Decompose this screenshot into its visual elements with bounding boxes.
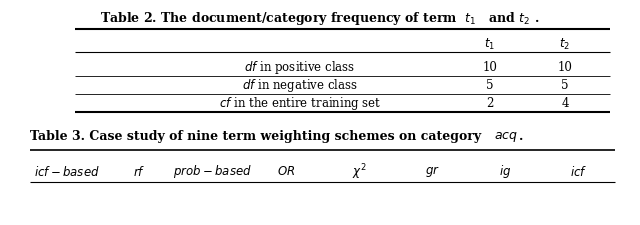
Text: Table 3. Case study of nine term weighting schemes on category: Table 3. Case study of nine term weighti… <box>30 129 486 142</box>
Text: $rf$: $rf$ <box>134 164 146 178</box>
Text: $gr$: $gr$ <box>425 164 440 179</box>
Text: 2: 2 <box>486 97 493 110</box>
Text: $prob-based$: $prob-based$ <box>173 163 252 180</box>
Text: $acq$: $acq$ <box>494 129 518 143</box>
Text: 5: 5 <box>561 79 569 92</box>
Text: 5: 5 <box>486 79 493 92</box>
Text: $t_2$: $t_2$ <box>559 36 570 51</box>
Text: $\chi^2$: $\chi^2$ <box>352 162 366 181</box>
Text: $icf$: $icf$ <box>570 164 587 178</box>
Text: $icf-based$: $icf-based$ <box>34 164 99 178</box>
Text: .: . <box>519 129 524 142</box>
Text: $OR$: $OR$ <box>276 165 295 178</box>
Text: 10: 10 <box>557 61 572 74</box>
Text: $cf$ in the entire training set: $cf$ in the entire training set <box>219 95 381 112</box>
Text: $ig$: $ig$ <box>499 163 511 180</box>
Text: $df$ in negative class: $df$ in negative class <box>242 77 358 94</box>
Text: 4: 4 <box>561 97 569 110</box>
Text: 10: 10 <box>483 61 497 74</box>
Text: $df$ in positive class: $df$ in positive class <box>244 59 356 76</box>
Text: Table 2. The document/category frequency of term  $t_1$   and $t_2$ .: Table 2. The document/category frequency… <box>100 10 540 27</box>
Text: $t_1$: $t_1$ <box>484 36 495 51</box>
